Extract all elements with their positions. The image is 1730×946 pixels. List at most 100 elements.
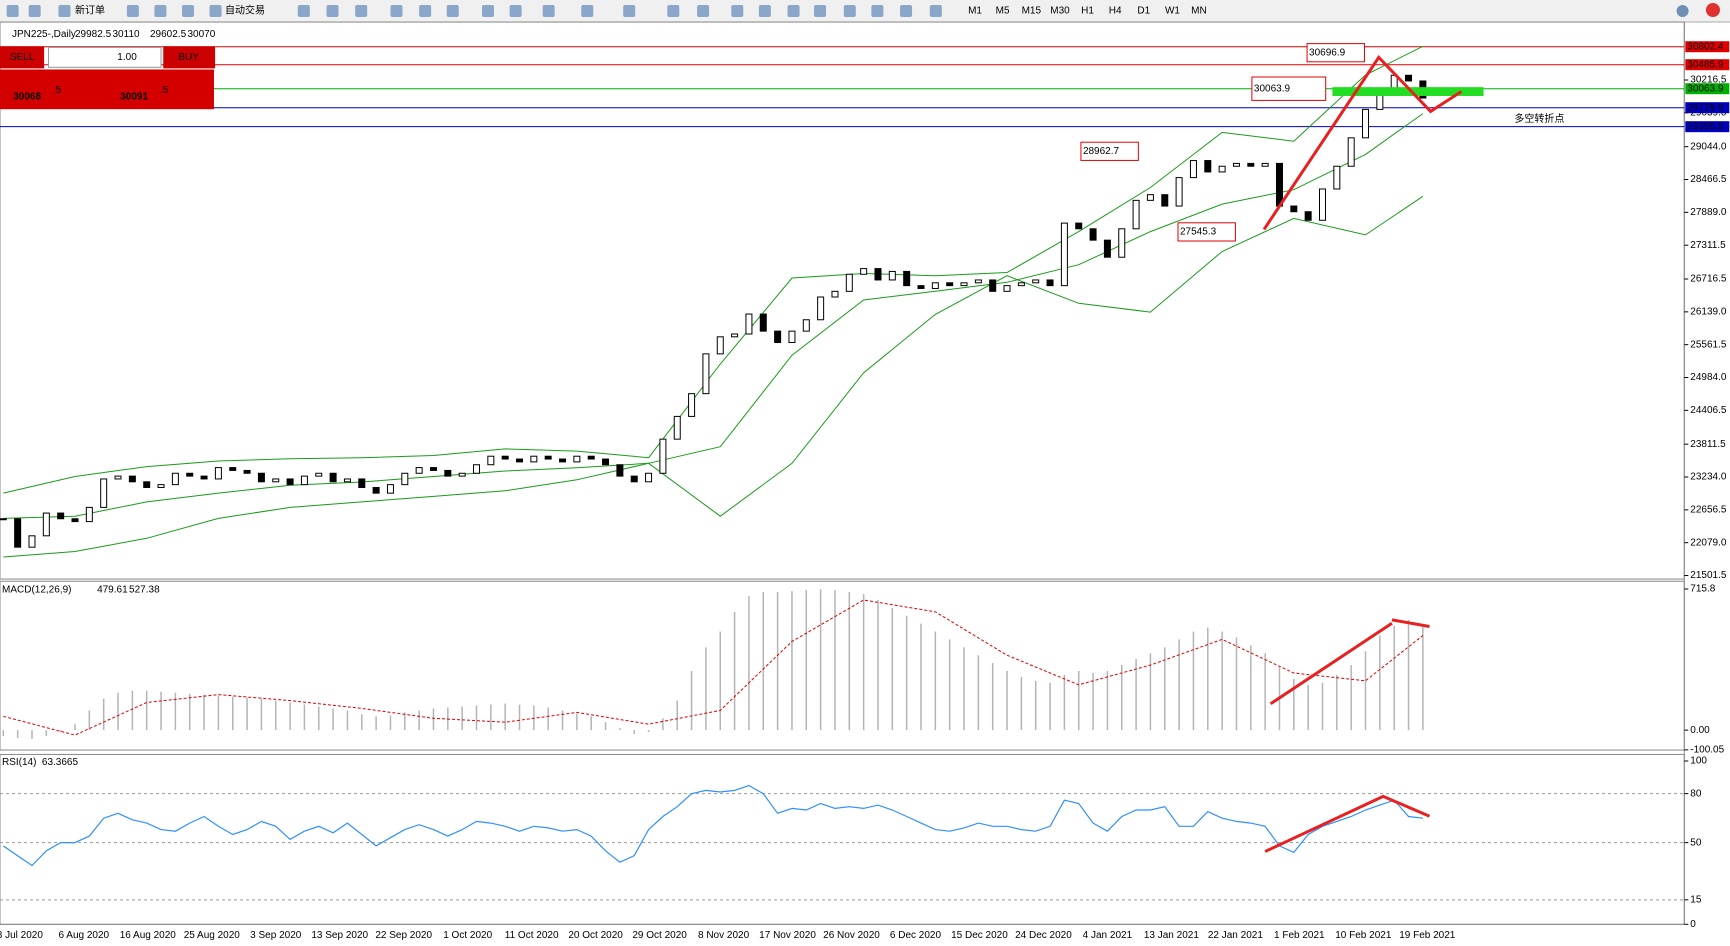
toolbar-icon[interactable] bbox=[623, 5, 636, 17]
toolbar-icon[interactable] bbox=[581, 5, 594, 17]
toolbar-icon[interactable] bbox=[28, 5, 41, 17]
candle bbox=[702, 353, 710, 395]
candle bbox=[946, 282, 954, 287]
buy-price-block[interactable] bbox=[106, 69, 214, 110]
candle bbox=[1118, 228, 1126, 258]
candle bbox=[1247, 162, 1255, 167]
x-tick-label: 16 Aug 2020 bbox=[120, 930, 177, 941]
toolbar-icon[interactable] bbox=[181, 5, 194, 17]
timeframe-button[interactable]: H1 bbox=[1081, 6, 1094, 17]
buy-button[interactable] bbox=[163, 46, 216, 69]
toolbar-icon[interactable] bbox=[843, 5, 856, 17]
toolbar-icon[interactable] bbox=[355, 5, 368, 17]
y-tick-label: 26716.5 bbox=[1690, 274, 1727, 285]
y-tick-label: 80 bbox=[1690, 788, 1702, 799]
toolbar-icon[interactable] bbox=[326, 5, 339, 17]
candle bbox=[157, 484, 165, 488]
panel-frame bbox=[0, 21, 1685, 580]
toolbar-icon[interactable] bbox=[126, 5, 139, 17]
sell-label[interactable]: SELL bbox=[10, 52, 35, 63]
candle bbox=[429, 467, 437, 471]
lot-input[interactable] bbox=[48, 46, 162, 68]
candle bbox=[1261, 162, 1269, 167]
sell-price-tail[interactable]: .5 bbox=[53, 85, 62, 96]
candle bbox=[1017, 282, 1025, 287]
candle bbox=[42, 512, 50, 537]
toolbar-icon[interactable] bbox=[154, 5, 167, 17]
toolbar-icon[interactable] bbox=[758, 5, 771, 17]
notification-badge[interactable] bbox=[1705, 3, 1720, 17]
candle bbox=[257, 472, 265, 483]
timeframe-button[interactable]: M15 bbox=[1022, 6, 1042, 17]
candle bbox=[28, 535, 36, 548]
toolbar-icon[interactable] bbox=[58, 5, 71, 17]
x-tick-label: 1 Feb 2021 bbox=[1274, 930, 1325, 941]
toolbar-icon[interactable] bbox=[871, 5, 884, 17]
toolbar-icon[interactable] bbox=[209, 5, 222, 17]
price-line-tag bbox=[1685, 102, 1730, 114]
toolbar-icon[interactable] bbox=[6, 5, 19, 17]
buy-price-main[interactable]: 30091 bbox=[120, 92, 148, 103]
candle bbox=[458, 472, 466, 477]
toolbar-icon[interactable] bbox=[390, 5, 403, 17]
toolbar-icon[interactable] bbox=[509, 5, 522, 17]
y-tick-label: 30216.5 bbox=[1690, 75, 1727, 86]
toolbar-icon[interactable] bbox=[667, 5, 680, 17]
x-tick-label: 29 Oct 2020 bbox=[632, 930, 687, 941]
price-annotation: 30696.9 bbox=[1309, 47, 1346, 58]
price-annotation-box bbox=[1177, 222, 1236, 242]
candle bbox=[229, 467, 237, 471]
buy-label[interactable]: BUY bbox=[178, 52, 199, 63]
candle bbox=[559, 458, 567, 463]
y-tick-label: 0.00 bbox=[1690, 725, 1710, 736]
lot-value[interactable]: 1.00 bbox=[117, 52, 137, 63]
x-tick-label: 8 Nov 2020 bbox=[698, 930, 750, 941]
price-line-label: 30485.9 bbox=[1687, 59, 1724, 70]
buy-price-tail[interactable]: .5 bbox=[160, 85, 169, 96]
candle bbox=[630, 475, 638, 483]
toolbar-icon[interactable] bbox=[419, 5, 432, 17]
candle bbox=[688, 393, 696, 417]
timeframe-button[interactable]: W1 bbox=[1165, 6, 1180, 17]
y-tick-label: 27889.0 bbox=[1690, 207, 1727, 218]
candle bbox=[100, 478, 108, 508]
ohlc-value: 29602.5 bbox=[150, 29, 187, 40]
sell-price-block[interactable] bbox=[0, 69, 107, 110]
candle bbox=[530, 455, 538, 463]
toolbar-icon[interactable] bbox=[297, 5, 310, 17]
toolbar-icon[interactable] bbox=[542, 5, 555, 17]
toolbar-icon[interactable] bbox=[929, 5, 942, 17]
new-order-button[interactable]: 新订单 bbox=[75, 4, 105, 17]
timeframe-button[interactable]: M5 bbox=[996, 6, 1010, 17]
candle bbox=[1075, 222, 1083, 230]
toolbar-icon[interactable] bbox=[787, 5, 800, 17]
timeframe-button[interactable]: H4 bbox=[1109, 6, 1122, 17]
x-tick-label: 17 Nov 2020 bbox=[759, 930, 816, 941]
candle bbox=[544, 455, 552, 460]
toolbar-icon[interactable] bbox=[900, 5, 913, 17]
search-icon[interactable] bbox=[1676, 5, 1689, 17]
toolbar-icon[interactable] bbox=[446, 5, 459, 17]
sell-price-main[interactable]: 30068 bbox=[13, 92, 41, 103]
candle bbox=[602, 458, 610, 466]
x-tick-label: 8 Jul 2020 bbox=[0, 930, 43, 941]
candle bbox=[759, 313, 767, 332]
auto-trading-button[interactable]: 自动交易 bbox=[225, 4, 265, 17]
toolbar-icon[interactable] bbox=[731, 5, 744, 17]
y-tick-label: 15 bbox=[1690, 894, 1702, 905]
candle bbox=[860, 268, 868, 275]
candle bbox=[57, 512, 65, 520]
y-tick-label: 23234.0 bbox=[1690, 472, 1727, 483]
toolbar-icon[interactable] bbox=[697, 5, 710, 17]
timeframe-button[interactable]: M1 bbox=[968, 6, 982, 17]
timeframe-button[interactable]: MN bbox=[1191, 6, 1207, 17]
toolbar-icon[interactable] bbox=[482, 5, 495, 17]
sell-button[interactable] bbox=[0, 46, 45, 69]
candle bbox=[1161, 194, 1169, 207]
candle bbox=[974, 279, 982, 284]
timeframe-button[interactable]: D1 bbox=[1137, 6, 1150, 17]
toolbar-icon[interactable] bbox=[814, 5, 827, 17]
price-annotation: 28962.7 bbox=[1083, 146, 1120, 157]
timeframe-button[interactable]: M30 bbox=[1050, 6, 1070, 17]
candle bbox=[1146, 194, 1154, 201]
